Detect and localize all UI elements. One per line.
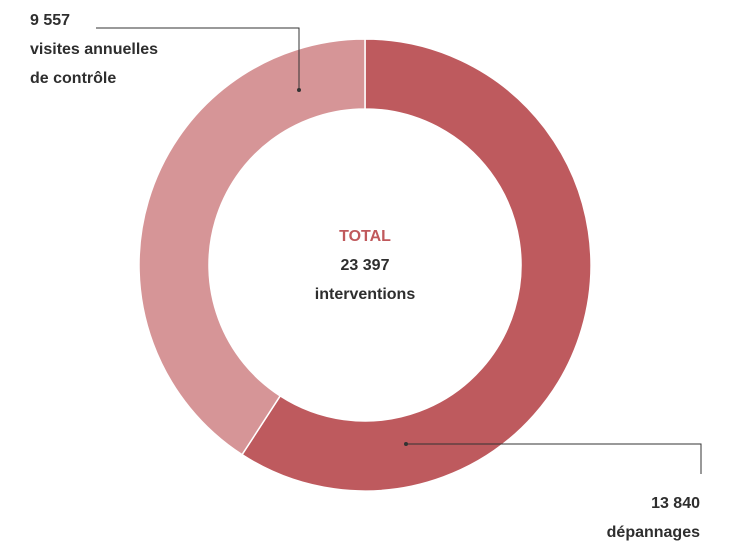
leader-dot-visites	[297, 88, 301, 92]
slice-visites	[138, 38, 366, 456]
slice-name-visites-line1: visites annuelles	[30, 41, 159, 58]
slice-label-depannages: 13 840 dépannages	[607, 489, 700, 547]
leader-lines	[96, 27, 702, 474]
total-title: TOTAL	[339, 228, 391, 245]
leader-line-visites	[96, 27, 300, 90]
total-value: 23 397	[340, 257, 390, 274]
total-unit: interventions	[314, 286, 416, 303]
leader-line-depannages	[406, 443, 702, 474]
slice-depannages	[241, 38, 592, 492]
donut-slices	[138, 38, 592, 492]
slice-value-visites: 9 557	[30, 12, 71, 29]
slice-label-visites: 9 557 visites annuelles de contrôle	[30, 6, 158, 93]
donut-center-total: TOTAL 23 397 interventions	[265, 222, 465, 309]
slice-value-depannages: 13 840	[651, 495, 700, 512]
slice-name-visites-line2: de contrôle	[30, 70, 117, 87]
leader-dot-depannages	[404, 442, 408, 446]
slice-name-depannages: dépannages	[606, 524, 700, 541]
